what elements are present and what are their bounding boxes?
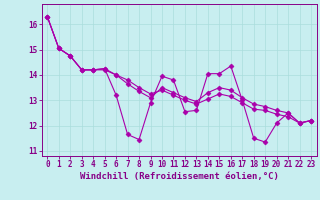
X-axis label: Windchill (Refroidissement éolien,°C): Windchill (Refroidissement éolien,°C)	[80, 172, 279, 181]
